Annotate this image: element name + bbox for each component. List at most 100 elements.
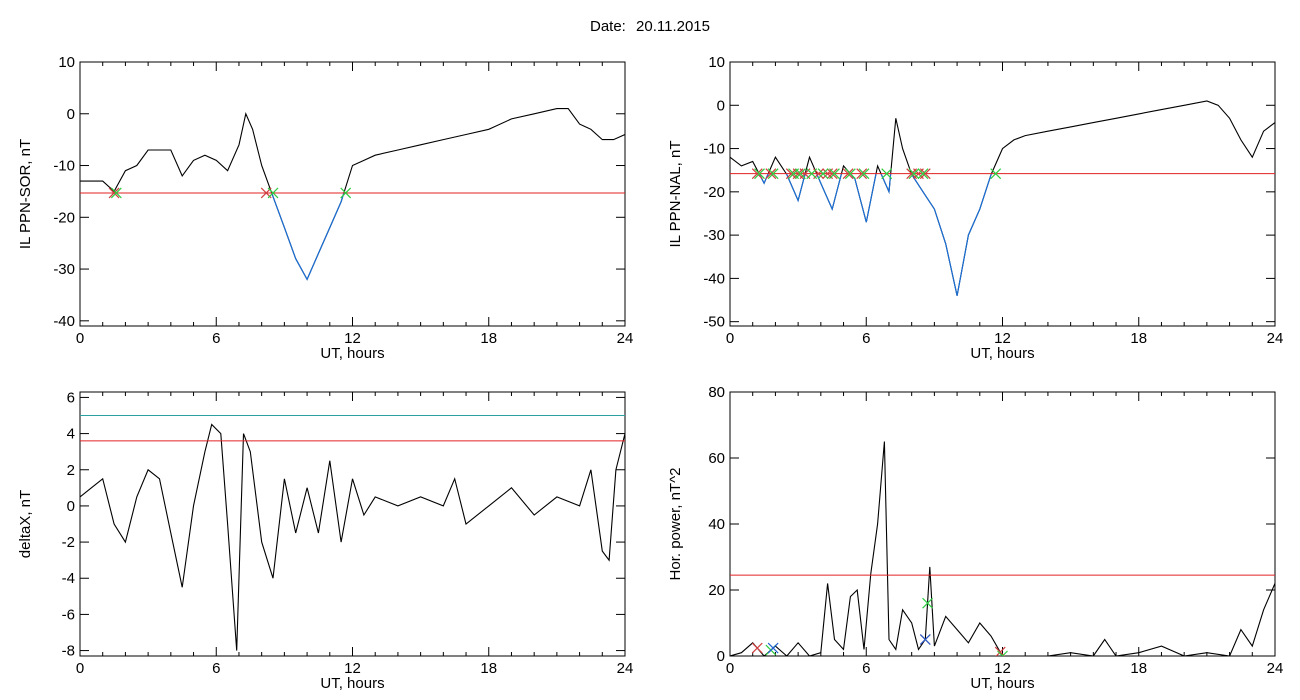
- y-tick-label: -20: [53, 209, 75, 226]
- y-axis-label: Hor. power, nT^2: [667, 468, 684, 581]
- marker-end: [990, 168, 1002, 180]
- marker-start: [919, 168, 931, 180]
- y-tick-label: -10: [703, 141, 725, 158]
- chart-panel-power: 0 6 12 18 24 80 60 40 20 0 UT, hours Hor. power, nT…: [667, 384, 1283, 692]
- x-tick-label: 24: [1267, 330, 1284, 347]
- y-tick-label: 0: [717, 97, 725, 114]
- marker-start: [856, 168, 868, 180]
- x-axis-label: UT, hours: [970, 345, 1034, 362]
- marker-end: [754, 168, 765, 180]
- series-line-below-threshold: [271, 192, 345, 281]
- x-axis-label: UT, hours: [320, 675, 384, 692]
- plot-frame: [79, 61, 626, 327]
- y-tick-label: 0: [717, 648, 725, 665]
- marker-end: [340, 187, 352, 199]
- y-tick-label: -4: [62, 570, 75, 587]
- marker-end: [844, 168, 856, 180]
- y-tick-label: -50: [703, 314, 725, 331]
- y-axis-label: IL PPN-NAL, nT: [667, 141, 684, 248]
- figure-title: Date: 20.11.2015: [0, 18, 1300, 35]
- marker-end: [794, 168, 806, 180]
- y-tick-label: 4: [67, 426, 75, 443]
- y-tick-label: -40: [703, 270, 725, 287]
- marker-end: [829, 168, 840, 180]
- y-tick-label: -30: [53, 261, 75, 278]
- x-tick-label: 12: [344, 660, 361, 677]
- series-line-below-threshold: [758, 173, 993, 296]
- y-tick-label: 10: [708, 54, 725, 71]
- x-tick-label: 6: [862, 660, 870, 677]
- y-tick-label: 40: [708, 516, 725, 533]
- marker-end: [767, 168, 779, 180]
- x-tick-label: 12: [344, 330, 361, 347]
- marker-end: [267, 187, 279, 199]
- x-tick-label: 18: [1130, 660, 1147, 677]
- x-tick-label: 12: [994, 660, 1011, 677]
- series-line: [730, 100, 1275, 296]
- y-tick-label: 10: [58, 54, 75, 71]
- chart-panel-deltax: 0 6 12 18 24 6 4 2 0 -2 -4 -6 -8 UT, hours deltaX, nT: [17, 389, 633, 692]
- chart-panel-sor: 0 6 12 18 24 10 0 -10 -20 -30 -40 UT, hours IL PPN-S…: [17, 54, 633, 362]
- series-line: [80, 108, 625, 281]
- plot-area: [80, 415, 625, 651]
- x-tick-label: 6: [212, 330, 220, 347]
- x-tick-label: 6: [862, 330, 870, 347]
- marker-end: [922, 597, 933, 609]
- y-tick-label: 6: [67, 389, 75, 406]
- series-line: [80, 423, 625, 651]
- y-tick-label: 80: [708, 384, 725, 401]
- marker-end: [110, 187, 122, 199]
- marker-start: [751, 642, 763, 654]
- y-tick-label: -8: [62, 643, 75, 660]
- marker-end: [858, 168, 870, 180]
- y-axis-label: deltaX, nT: [17, 490, 34, 558]
- marker-peak: [919, 634, 931, 645]
- x-tick-label: 6: [212, 660, 220, 677]
- plot-area: [730, 441, 1275, 656]
- y-tick-label: -2: [62, 534, 75, 551]
- x-tick-label: 24: [617, 660, 634, 677]
- chart-panel-nal: 0 6 12 18 24 10 0 -10 -20 -30 -40 -50 UT, hours IL PP…: [667, 54, 1283, 362]
- marker-peak: [767, 642, 779, 654]
- plot-area: [80, 108, 625, 281]
- marker-end: [908, 168, 920, 180]
- marker-end: [917, 168, 929, 180]
- marker-end: [806, 168, 818, 180]
- marker-start: [842, 168, 854, 180]
- marker-end: [997, 650, 1008, 656]
- y-tick-label: -40: [53, 313, 75, 330]
- x-tick-label: 18: [480, 330, 497, 347]
- y-tick-label: 2: [67, 462, 75, 479]
- x-tick-label: 0: [726, 660, 734, 677]
- x-tick-label: 18: [1130, 330, 1147, 347]
- marker-start: [751, 168, 763, 180]
- y-axis-label: IL PPN-SOR, nT: [17, 139, 34, 249]
- y-tick-label: -10: [53, 158, 75, 175]
- marker-start: [826, 168, 838, 180]
- x-tick-label: 0: [76, 330, 84, 347]
- x-tick-label: 0: [726, 330, 734, 347]
- y-tick-label: -20: [703, 184, 725, 201]
- x-axis-label: UT, hours: [320, 345, 384, 362]
- marker-start: [108, 187, 120, 199]
- y-tick-label: 0: [67, 106, 75, 123]
- x-tick-label: 24: [617, 330, 634, 347]
- date-label: Date:: [590, 18, 626, 35]
- date-value: 20.11.2015: [636, 18, 710, 35]
- plot-frame: [79, 391, 626, 657]
- y-tick-label: 60: [708, 450, 725, 467]
- x-tick-label: 12: [994, 330, 1011, 347]
- y-tick-label: -30: [703, 227, 725, 244]
- y-tick-label: -6: [62, 606, 75, 623]
- x-tick-label: 0: [76, 660, 84, 677]
- marker-start: [765, 168, 777, 180]
- plot-frame: [729, 391, 1276, 657]
- plot-frame: [729, 61, 1276, 327]
- series-line: [730, 441, 1275, 656]
- x-axis-label: UT, hours: [970, 675, 1034, 692]
- marker-end: [881, 168, 893, 180]
- y-tick-label: 20: [708, 582, 725, 599]
- x-tick-label: 18: [480, 660, 497, 677]
- plot-area: [730, 100, 1275, 296]
